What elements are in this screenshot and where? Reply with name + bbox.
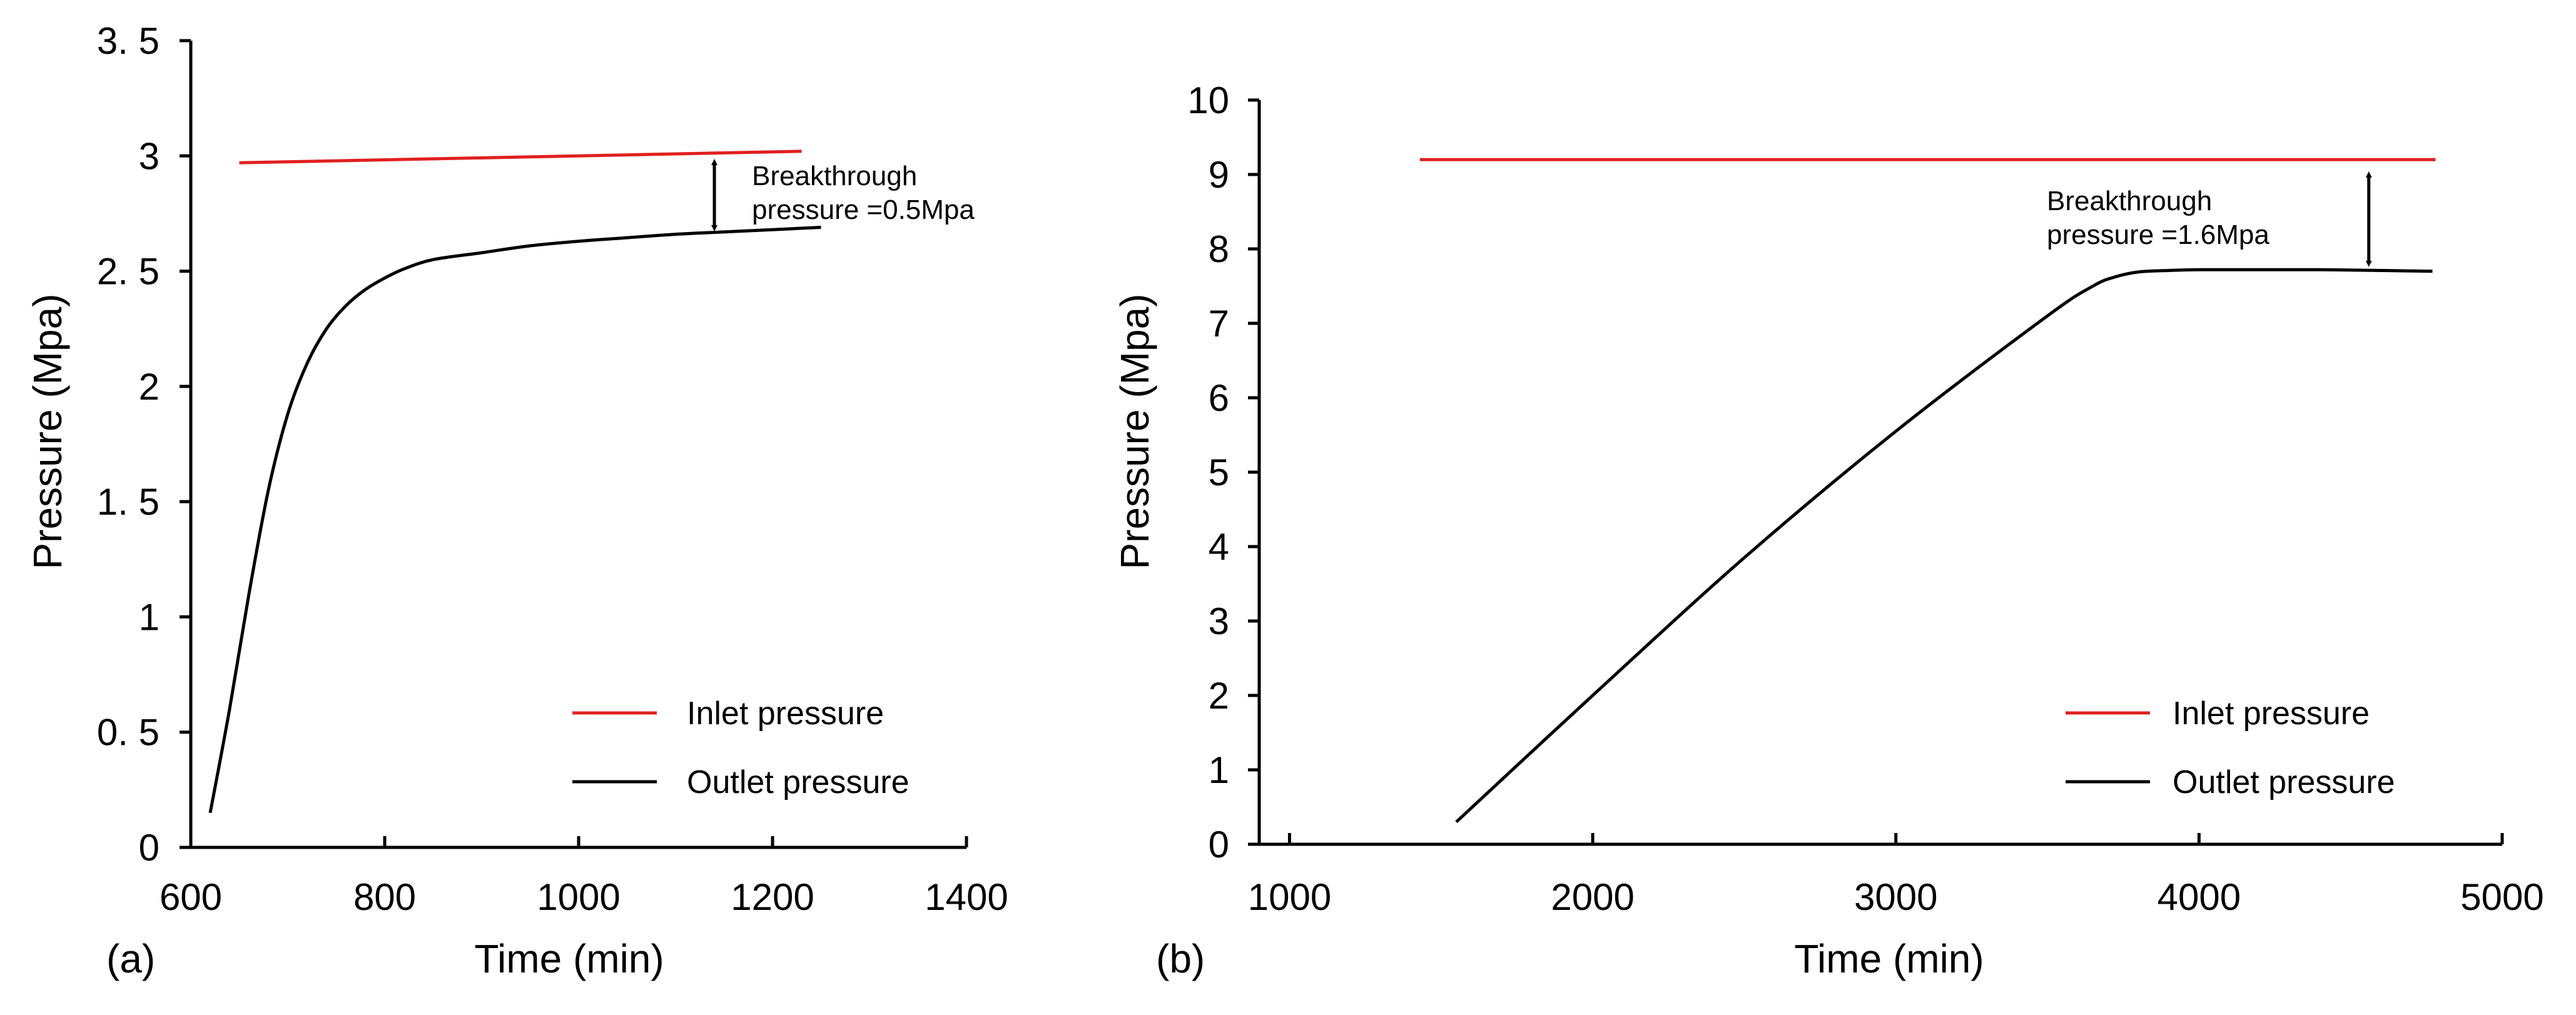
chart-a-y-tick-label: 0 (139, 827, 160, 869)
chart-b-axes (1257, 100, 2502, 846)
chart-a-y-tick-label: 2 (139, 366, 160, 408)
chart-b-y-tick-label: 0 (1209, 824, 1229, 866)
chart-a-x-tick-label: 1200 (731, 876, 814, 918)
chart-a-annotation-line-2: pressure =0.5Mpa (752, 194, 975, 225)
chart-b-x-tick-label: 3000 (1854, 876, 1937, 918)
chart-b-annotation-line-1: Breakthrough (2047, 186, 2212, 216)
chart-a-series (208, 149, 821, 814)
chart-a-annotation-line-1: Breakthrough (752, 161, 917, 191)
chart-a-y-tick-label: 0. 5 (97, 712, 160, 754)
chart-b-y-tick-label: 6 (1209, 377, 1229, 419)
chart-b-y-tick-label: 4 (1209, 526, 1229, 568)
chart-a-x-tick-label: 600 (160, 876, 222, 918)
chart-b-series-outlet-pressure-line (1455, 268, 2433, 824)
chart-b-y-tick-label: 5 (1209, 452, 1229, 493)
chart-b-y-tick-label: 8 (1209, 228, 1229, 270)
chart-a-y-tick-label: 2. 5 (97, 251, 160, 293)
chart-a-legend-label-outlet: Outlet pressure (687, 764, 910, 800)
chart-b-x-tick-label: 5000 (2460, 876, 2543, 918)
chart-b-x-ticks: 1000 2000 3000 4000 5000 (1248, 833, 2544, 918)
chart-a-x-tick-label: 800 (353, 876, 416, 918)
chart-a-x-axis-title: Time (min) (474, 936, 664, 981)
chart-a-series-inlet-pressure-line (239, 149, 802, 164)
chart-b-x-tick-label: 2000 (1551, 876, 1634, 918)
chart-a: 00. 511. 522. 533. 5 600 800 1000 1200 1400 … (25, 20, 1008, 981)
chart-a-x-tick-label: 1400 (925, 876, 1008, 918)
chart-b-x-tick-label: 1000 (1248, 876, 1331, 918)
chart-b-legend-label-inlet: Inlet pressure (2173, 695, 2370, 732)
chart-b-x-tick-label: 4000 (2158, 876, 2241, 918)
chart-b-y-tick-label: 7 (1209, 303, 1229, 345)
chart-a-legend: Inlet pressure Outlet pressure (572, 695, 910, 800)
chart-a-y-ticks: 0 0. 5 1 1. 5 2 2. 5 3 3. 5 (97, 20, 191, 869)
chart-b-y-tick-label: 2 (1209, 675, 1229, 717)
chart-b-y-tick-label: 1 (1209, 749, 1229, 791)
chart-b-y-tick-label: 10 (1187, 79, 1229, 121)
chart-b-x-axis-title: Time (min) (1794, 936, 1984, 981)
chart-b-annotation-line-2: pressure =1.6Mpa (2047, 220, 2269, 250)
chart-a-y-tick-label: 3 (139, 135, 160, 177)
chart-b: 0 1 2 3 4 5 6 7 8 9 10 1000 2000 3000 4000 5000 Breakt… (1112, 79, 2544, 981)
chart-a-panel-label: (a) (106, 936, 155, 981)
chart-b-legend: Inlet pressure Outlet pressure (2066, 695, 2395, 800)
chart-a-legend-label-inlet: Inlet pressure (687, 695, 884, 732)
chart-a-y-axis-title: Pressure (Mpa) (25, 294, 70, 570)
chart-a-y-tick-label: 1 (139, 596, 160, 638)
chart-b-y-ticks: 0 1 2 3 4 5 6 7 8 9 10 (1187, 79, 1259, 866)
chart-a-y-tick-label: 1. 5 (97, 481, 160, 523)
chart-b-y-tick-label: 9 (1209, 154, 1229, 196)
chart-b-series (1419, 158, 2436, 824)
chart-a-series-outlet-pressure-line (208, 226, 821, 814)
chart-a-x-ticks: 600 800 1000 1200 1400 (160, 836, 1008, 918)
chart-b-legend-label-outlet: Outlet pressure (2173, 764, 2395, 800)
chart-a-y-tick-label: 3. 5 (97, 20, 160, 62)
chart-b-y-tick-label: 3 (1209, 600, 1229, 642)
chart-b-y-axis-title: Pressure (Mpa) (1112, 294, 1157, 570)
chart-b-panel-label: (b) (1156, 936, 1205, 981)
chart-a-x-tick-label: 1000 (537, 876, 620, 918)
